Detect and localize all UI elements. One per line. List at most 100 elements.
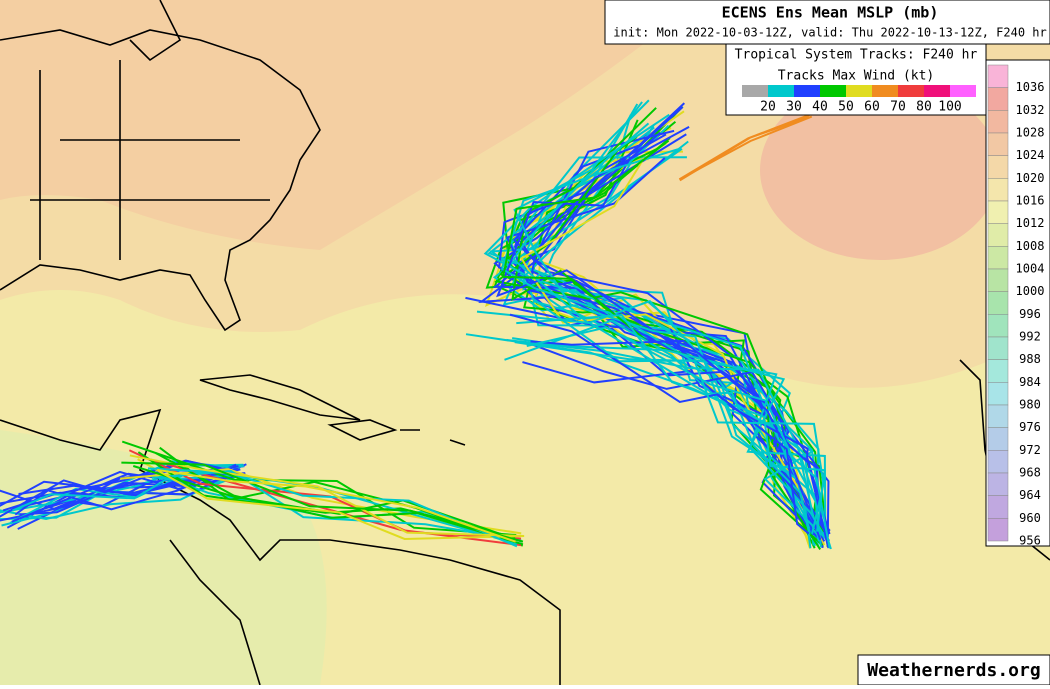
colorbar-swatch bbox=[987, 87, 1009, 111]
central-south-america bbox=[0, 408, 561, 686]
track bbox=[496, 156, 826, 542]
colorbar-label: 1008 bbox=[1016, 239, 1045, 253]
colorbar-swatch bbox=[987, 359, 1009, 383]
colorbar-label: 1028 bbox=[1016, 126, 1045, 140]
hispaniola bbox=[327, 419, 466, 446]
track bbox=[137, 458, 525, 540]
track bbox=[509, 313, 810, 535]
pressure-1024 bbox=[0, 0, 700, 250]
wind-swatch bbox=[898, 85, 924, 97]
track bbox=[156, 468, 517, 543]
track bbox=[121, 461, 524, 543]
colorbar-label: 1016 bbox=[1016, 194, 1045, 208]
colorbar-swatch bbox=[987, 314, 1009, 338]
colorbar-label: 1036 bbox=[1016, 80, 1045, 94]
colorbar-label: 956 bbox=[1019, 534, 1041, 548]
colorbar-label: 968 bbox=[1019, 466, 1041, 480]
colorbar-label: 1004 bbox=[1016, 262, 1045, 276]
track bbox=[520, 157, 826, 546]
wind-swatch bbox=[924, 85, 950, 97]
track bbox=[522, 361, 831, 535]
wind-swatch bbox=[846, 85, 872, 97]
track-legend-subtitle: Tracks Max Wind (kt) bbox=[778, 69, 935, 84]
track-legend-title: Tropical System Tracks: F240 hr bbox=[735, 48, 978, 63]
track bbox=[155, 452, 524, 546]
colorbar-label: 980 bbox=[1019, 398, 1041, 412]
track bbox=[121, 440, 517, 537]
wind-label: 50 bbox=[838, 100, 854, 115]
colorbar-swatch bbox=[987, 518, 1009, 542]
colorbar-label: 960 bbox=[1019, 511, 1041, 525]
track bbox=[497, 131, 815, 536]
colorbar-label: 984 bbox=[1019, 375, 1041, 389]
wind-label: 100 bbox=[938, 100, 961, 115]
wind-key: 20 30 40 50 60 70 80 100 bbox=[742, 85, 976, 115]
wind-label: 60 bbox=[864, 100, 880, 115]
colorbar-swatch bbox=[987, 291, 1009, 315]
colorbar-swatch bbox=[987, 64, 1009, 88]
colorbar-swatch bbox=[987, 336, 1009, 360]
colorbar-swatch bbox=[987, 132, 1009, 156]
watermark-box bbox=[857, 654, 1050, 686]
track bbox=[514, 341, 825, 534]
track bbox=[501, 139, 822, 550]
wind-label: 70 bbox=[890, 100, 906, 115]
colorbar-swatch bbox=[987, 450, 1009, 474]
colorbar-label: 1012 bbox=[1016, 216, 1045, 230]
colorbar-swatch bbox=[987, 495, 1009, 519]
colorbar-swatch bbox=[987, 155, 1009, 179]
colorbar-swatch bbox=[987, 110, 1009, 134]
colorbar-label: 1032 bbox=[1016, 103, 1045, 117]
track bbox=[679, 115, 813, 181]
map-subtitle: init: Mon 2022-10-03-12Z, valid: Thu 202… bbox=[613, 26, 1046, 40]
colorbar-label: 972 bbox=[1019, 443, 1041, 457]
track bbox=[147, 467, 518, 548]
wind-label: 20 bbox=[760, 100, 776, 115]
track bbox=[530, 339, 830, 549]
map-title: ECENS Ens Mean MSLP (mb) bbox=[722, 4, 939, 22]
track bbox=[476, 310, 811, 535]
colorbar-swatch bbox=[987, 178, 1009, 202]
wind-swatch bbox=[742, 85, 768, 97]
wind-label: 40 bbox=[812, 100, 828, 115]
watermark: Weathernerds.org bbox=[867, 660, 1040, 681]
colorbar-label: 988 bbox=[1019, 352, 1041, 366]
colorbar-label: 964 bbox=[1019, 488, 1041, 502]
borders bbox=[30, 0, 270, 260]
colorbar-swatch bbox=[987, 472, 1009, 496]
track bbox=[519, 125, 813, 537]
wind-swatch bbox=[768, 85, 794, 97]
wind-swatch bbox=[950, 85, 976, 97]
colorbar-label: 1024 bbox=[1016, 148, 1045, 162]
colorbar-label: 996 bbox=[1019, 307, 1041, 321]
north-america bbox=[0, 29, 321, 332]
wind-swatch bbox=[794, 85, 820, 97]
track bbox=[516, 313, 826, 532]
wind-label: 80 bbox=[916, 100, 932, 115]
track bbox=[526, 326, 831, 549]
colorbar-label: 992 bbox=[1019, 330, 1041, 344]
colorbar-swatch bbox=[987, 268, 1009, 292]
wind-swatch bbox=[820, 85, 846, 97]
colorbar-label: 1000 bbox=[1016, 284, 1045, 298]
wind-label: 30 bbox=[786, 100, 802, 115]
title-box bbox=[604, 0, 1050, 45]
track bbox=[512, 337, 827, 537]
pressure-high bbox=[760, 80, 1000, 260]
colorbar-swatch bbox=[987, 200, 1009, 224]
colorbar: 1036 1032 1028 1024 1020 1016 1012 1008 1004 1000… bbox=[987, 64, 1045, 548]
wind-swatch bbox=[872, 85, 898, 97]
track bbox=[151, 470, 522, 542]
colorbar-label: 1020 bbox=[1016, 171, 1045, 185]
colorbar-swatch bbox=[987, 427, 1009, 451]
colorbar-swatch bbox=[987, 382, 1009, 406]
colorbar-swatch bbox=[987, 246, 1009, 270]
colorbar-swatch bbox=[987, 223, 1009, 247]
tracks bbox=[0, 99, 832, 550]
colorbar-swatch bbox=[987, 404, 1009, 428]
cuba bbox=[199, 374, 361, 421]
colorbar-label: 976 bbox=[1019, 420, 1041, 434]
